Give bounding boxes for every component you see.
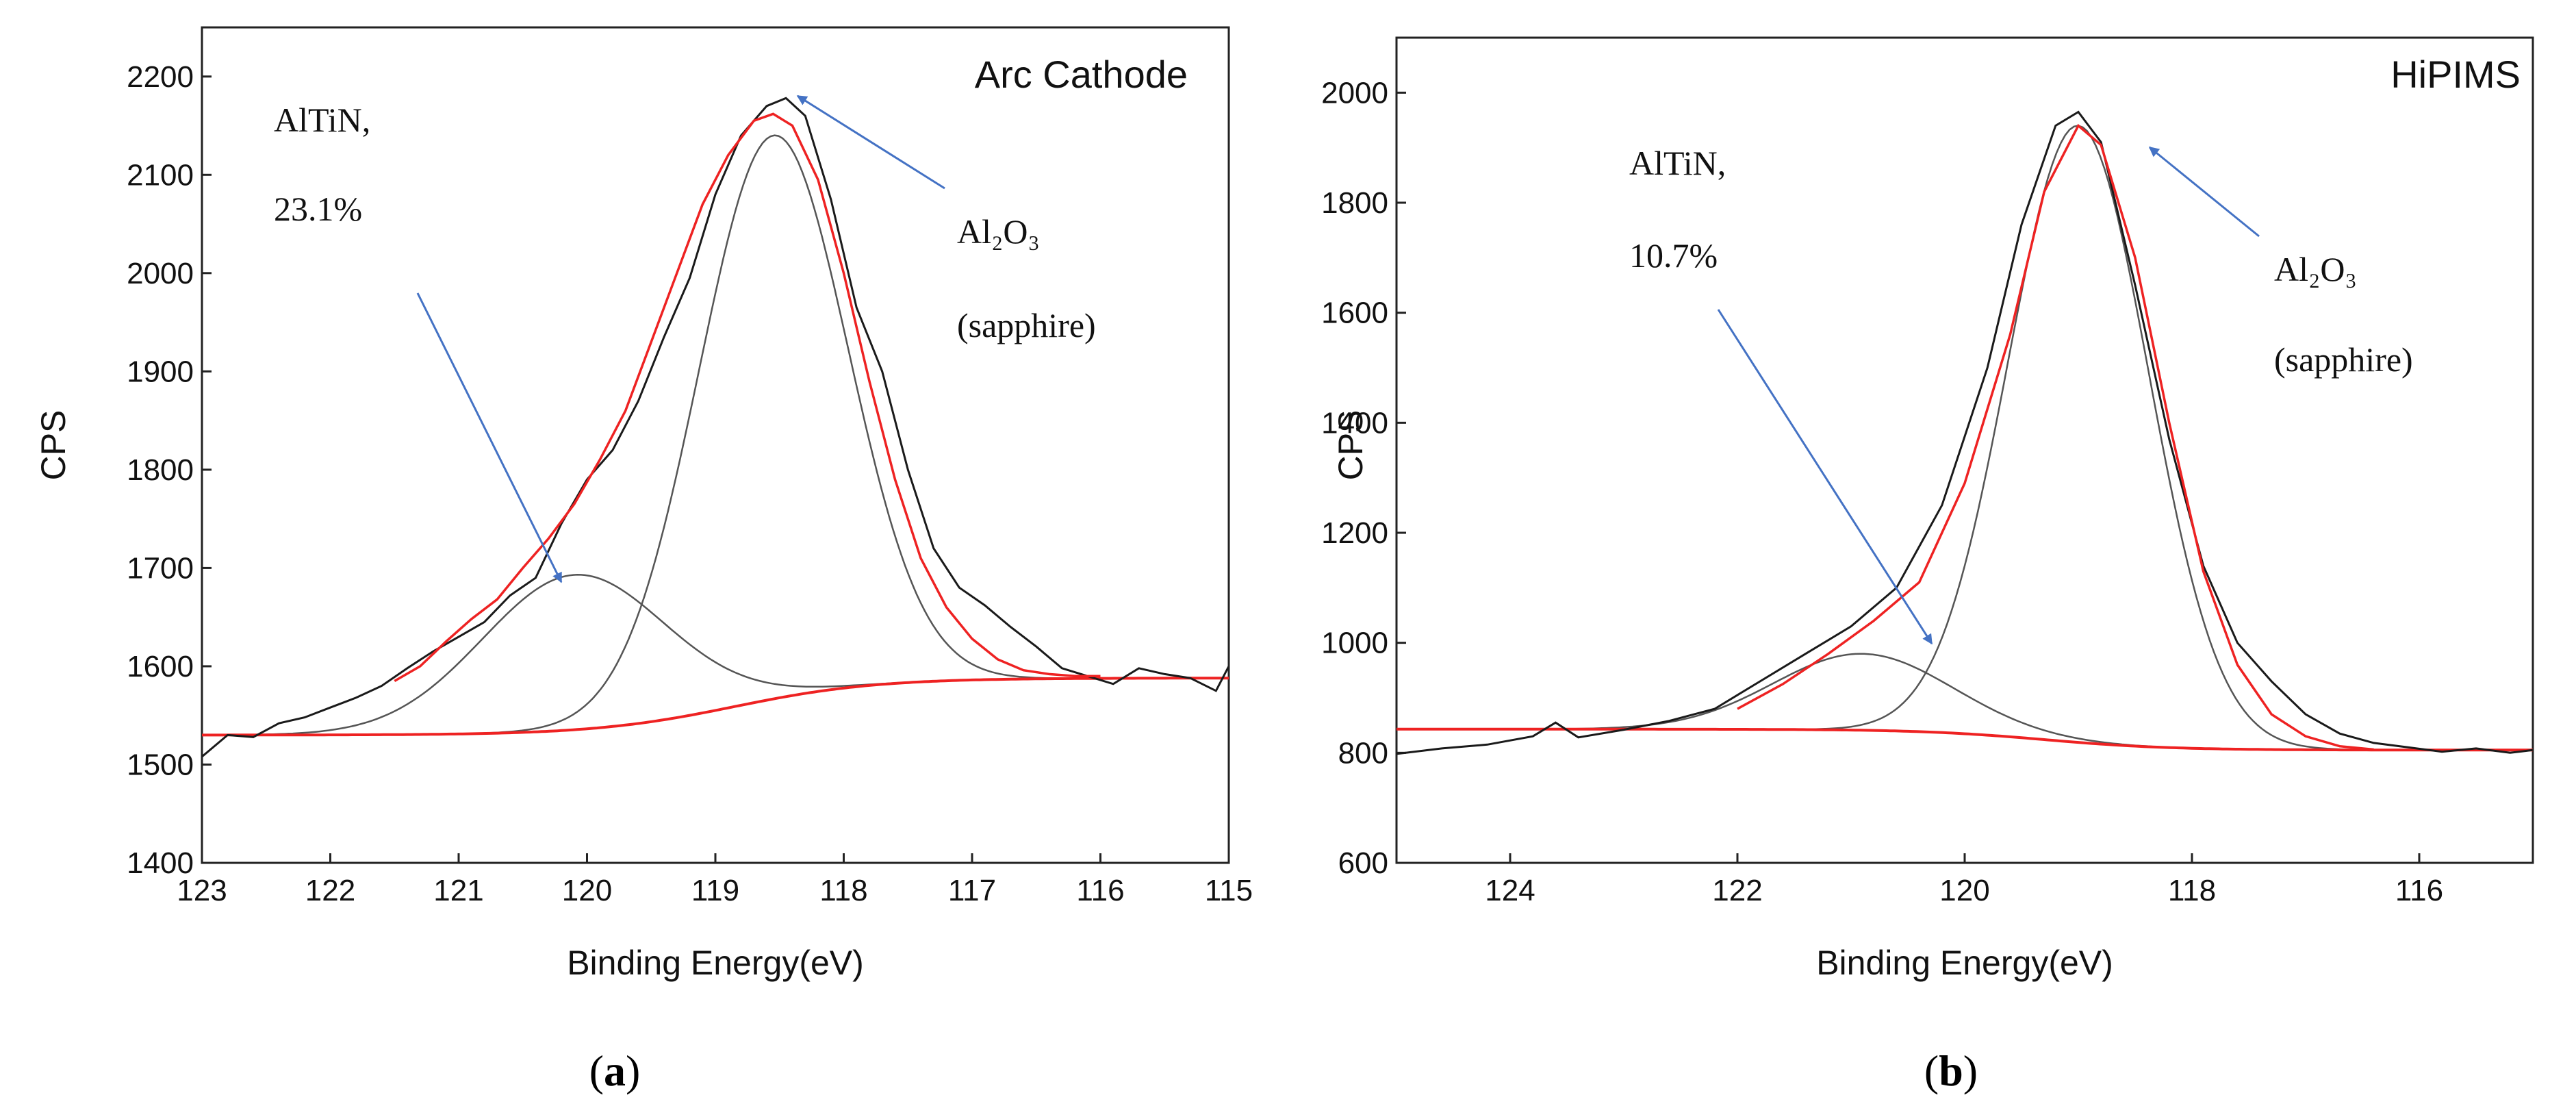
y-tick-label-a-5: 1900	[127, 355, 194, 388]
annotation-al2o3-sub-a: (sapphire)	[957, 306, 1096, 344]
x-tick-label-a-0: 123	[177, 874, 227, 907]
caption-a-letter: a	[604, 1046, 626, 1095]
chart-title-b: HiPIMS	[2390, 53, 2521, 96]
y-tick-label-b-1: 800	[1338, 736, 1388, 770]
arrow-altin-b	[1717, 309, 1933, 645]
x-ticks-a: 123 122 121 120 119 118 117 116 115	[177, 853, 1253, 907]
x-tick-label-a-1: 122	[305, 874, 355, 907]
y-tick-label-a-8: 2200	[127, 60, 194, 94]
y-tick-label-b-5: 1600	[1321, 297, 1388, 330]
chart-title-a: Arc Cathode	[975, 53, 1188, 96]
y-tick-label-b-7: 2000	[1321, 76, 1388, 110]
y-tick-label-a-1: 1500	[127, 748, 194, 781]
y-tick-label-a-0: 1400	[127, 846, 194, 880]
annotation-al2o3-label-b: Al₂O₃	[2274, 250, 2357, 288]
y-tick-label-b-4: 1400	[1321, 406, 1388, 440]
x-tick-label-b-1: 122	[1712, 874, 1762, 907]
series-raw-b	[1397, 110, 2533, 755]
background-line-a	[202, 677, 1229, 737]
annotation-al2o3-sub-b: (sapphire)	[2274, 340, 2413, 379]
caption-b: (b)	[1924, 1046, 1978, 1095]
x-tick-label-a-3: 120	[562, 874, 612, 907]
y-tick-label-a-4: 1800	[127, 453, 194, 487]
series-raw-a	[202, 97, 1229, 758]
annotation-al2o3-label-a: Al₂O₃	[957, 212, 1040, 251]
x-tick-label-a-2: 121	[433, 874, 483, 907]
arrow-altin-a	[416, 292, 563, 583]
annotation-altin-value-b: 10.7%	[1629, 236, 1718, 275]
arrow-al2o3-a	[796, 95, 945, 190]
panel-a: 123 122 121 120 119 118 117 116 115 1400 1500 1600…	[34, 26, 1253, 1095]
x-axis-label-a: Binding Energy(eV)	[567, 944, 864, 982]
y-axis-label-b: CPS	[1331, 410, 1370, 481]
panel-b: 124 122 120 118 116 600 800 1000 1200 1400 1600 18…	[1321, 36, 2534, 1095]
x-tick-label-a-7: 116	[1076, 874, 1124, 907]
arrow-al2o3-b	[2148, 146, 2260, 238]
annotation-altin-label-a: AlTiN,	[274, 101, 370, 139]
y-tick-label-b-0: 600	[1338, 846, 1388, 880]
x-tick-label-a-6: 117	[948, 874, 996, 907]
series-fit-a	[394, 112, 1101, 683]
series-fit-b	[1737, 123, 2374, 751]
annotation-altin-label-b: AlTiN,	[1629, 144, 1726, 182]
plot-frame-a	[201, 26, 1230, 864]
x-tick-label-b-0: 124	[1485, 874, 1535, 907]
x-ticks-b: 124 122 120 118 116	[1485, 853, 2443, 907]
y-tick-label-a-2: 1600	[127, 650, 194, 683]
caption-a: (a)	[589, 1046, 641, 1095]
background-line-b	[1397, 727, 2533, 752]
y-ticks-b: 600 800 1000 1200 1400 1600 1800 2000	[1321, 76, 1406, 880]
y-tick-label-a-7: 2100	[127, 158, 194, 192]
y-tick-label-b-3: 1200	[1321, 516, 1388, 550]
x-axis-label-b: Binding Energy(eV)	[1816, 944, 2113, 982]
x-tick-label-a-8: 115	[1205, 874, 1253, 907]
plot-frame-b	[1395, 36, 2534, 864]
y-tick-label-b-6: 1800	[1321, 186, 1388, 220]
x-tick-label-b-2: 120	[1939, 874, 1989, 907]
y-ticks-a: 1400 1500 1600 1700 1800 1900 2000 2100 2200	[127, 60, 212, 880]
y-tick-label-b-2: 1000	[1321, 627, 1388, 660]
y-axis-label-a: CPS	[34, 410, 73, 481]
x-tick-label-a-5: 118	[819, 874, 867, 907]
y-tick-label-a-3: 1700	[127, 551, 194, 585]
annotation-altin-value-a: 23.1%	[274, 190, 362, 228]
x-tick-label-b-4: 116	[2395, 874, 2443, 907]
x-tick-label-b-3: 118	[2168, 874, 2216, 907]
y-tick-label-a-6: 2000	[127, 257, 194, 290]
caption-b-letter: b	[1939, 1046, 1963, 1095]
x-tick-label-a-4: 119	[691, 874, 739, 907]
